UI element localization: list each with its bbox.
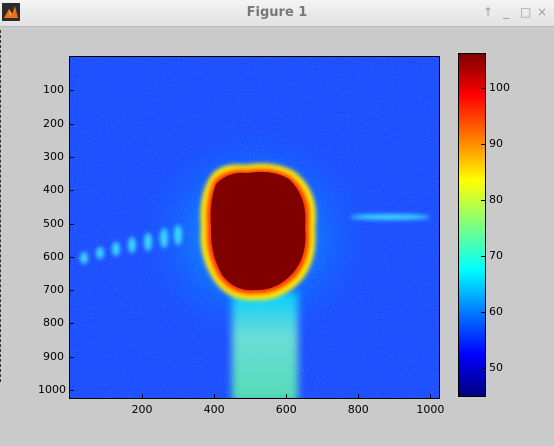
pin-button[interactable]: ↑ [483, 5, 494, 19]
x-tick-label: 400 [203, 403, 225, 416]
colorbar-tick-mark [481, 367, 485, 369]
x-tick-mark [430, 394, 432, 398]
colorbar-tick-mark [481, 311, 485, 313]
y-tick-mark [70, 156, 74, 158]
colorbar-tick-mark [481, 199, 485, 201]
maximize-button[interactable]: □ [520, 5, 532, 19]
window-title: Figure 1 [246, 5, 308, 20]
x-tick-label: 1000 [416, 403, 445, 416]
colorbar-tick-label: 100 [489, 80, 510, 94]
y-tick-label: 700 [43, 283, 64, 297]
y-tick-label: 500 [43, 216, 64, 230]
y-tick-mark [70, 256, 74, 258]
colorbar-tick-label: 80 [489, 192, 503, 206]
colorbar-tick-mark [481, 87, 485, 89]
matlab-icon [2, 3, 20, 21]
y-tick-label: 300 [43, 149, 64, 163]
colorbar[interactable] [458, 53, 486, 397]
y-tick-label: 400 [43, 183, 64, 197]
colorbar-tick-label: 50 [489, 360, 503, 374]
minimize-button[interactable]: _ [503, 5, 509, 19]
y-tick-mark [70, 390, 74, 391]
title-bar: Figure 1 ↑ _ □ × [0, 0, 554, 27]
colorbar-tick-mark [481, 255, 485, 257]
x-tick-label: 600 [275, 403, 297, 416]
x-tick-label: 800 [347, 403, 369, 416]
y-tick-label: 800 [43, 316, 64, 330]
colorbar-tick-mark [481, 143, 485, 145]
x-tick-mark [142, 394, 144, 398]
image-axes[interactable] [69, 56, 440, 399]
y-tick-mark [70, 290, 74, 292]
colorbar-tick-label: 60 [489, 304, 503, 318]
y-tick-mark [70, 123, 74, 125]
y-tick-mark [70, 90, 74, 92]
y-tick-mark [70, 190, 74, 192]
y-tick-label: 1000 [38, 383, 66, 396]
window-edge [0, 30, 1, 382]
colorbar-tick-label: 90 [489, 136, 503, 150]
y-tick-label: 100 [43, 83, 64, 97]
heatmap-image [70, 57, 439, 398]
y-tick-mark [70, 223, 74, 225]
colorbar-tick-label: 70 [489, 248, 503, 262]
x-tick-mark [286, 394, 288, 398]
x-tick-label: 200 [131, 403, 153, 416]
y-tick-mark [70, 323, 74, 325]
x-tick-mark [214, 394, 216, 398]
x-tick-mark [358, 394, 360, 398]
y-tick-label: 200 [43, 116, 64, 130]
y-tick-label: 600 [43, 249, 64, 263]
y-tick-label: 900 [43, 349, 64, 363]
y-tick-mark [70, 356, 74, 358]
close-button[interactable]: × [537, 5, 548, 19]
